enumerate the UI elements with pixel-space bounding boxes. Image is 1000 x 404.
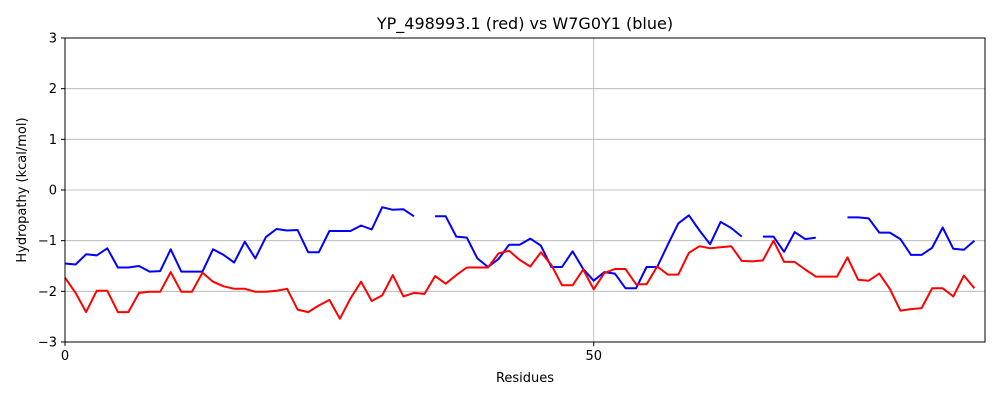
y-tick-label: −3: [38, 336, 57, 351]
series-1-line: [64, 239, 976, 320]
series-0-line: [847, 216, 976, 256]
x-tick-label: 50: [585, 349, 602, 364]
series-0-line: [435, 214, 743, 290]
series-lines: [64, 206, 976, 320]
y-tick-label: 3: [49, 32, 57, 47]
x-tick-label: 0: [61, 349, 69, 364]
y-axis-label: Hydropathy (kcal/mol): [15, 117, 30, 262]
y-tick-label: 1: [49, 133, 57, 148]
series-0-line: [762, 231, 816, 253]
y-tick-label: −2: [38, 285, 57, 300]
y-tick-label: −1: [38, 234, 57, 249]
y-tick-label: 2: [49, 82, 57, 97]
grid-lines: [64, 37, 985, 343]
series-0-line: [64, 206, 415, 273]
axes: −3 −2 −1 0 1 2 3 0 50: [38, 32, 986, 364]
chart-title: YP_498993.1 (red) vs W7G0Y1 (blue): [376, 14, 673, 34]
y-tick-label: 0: [49, 184, 57, 199]
x-axis-label: Residues: [496, 371, 554, 386]
